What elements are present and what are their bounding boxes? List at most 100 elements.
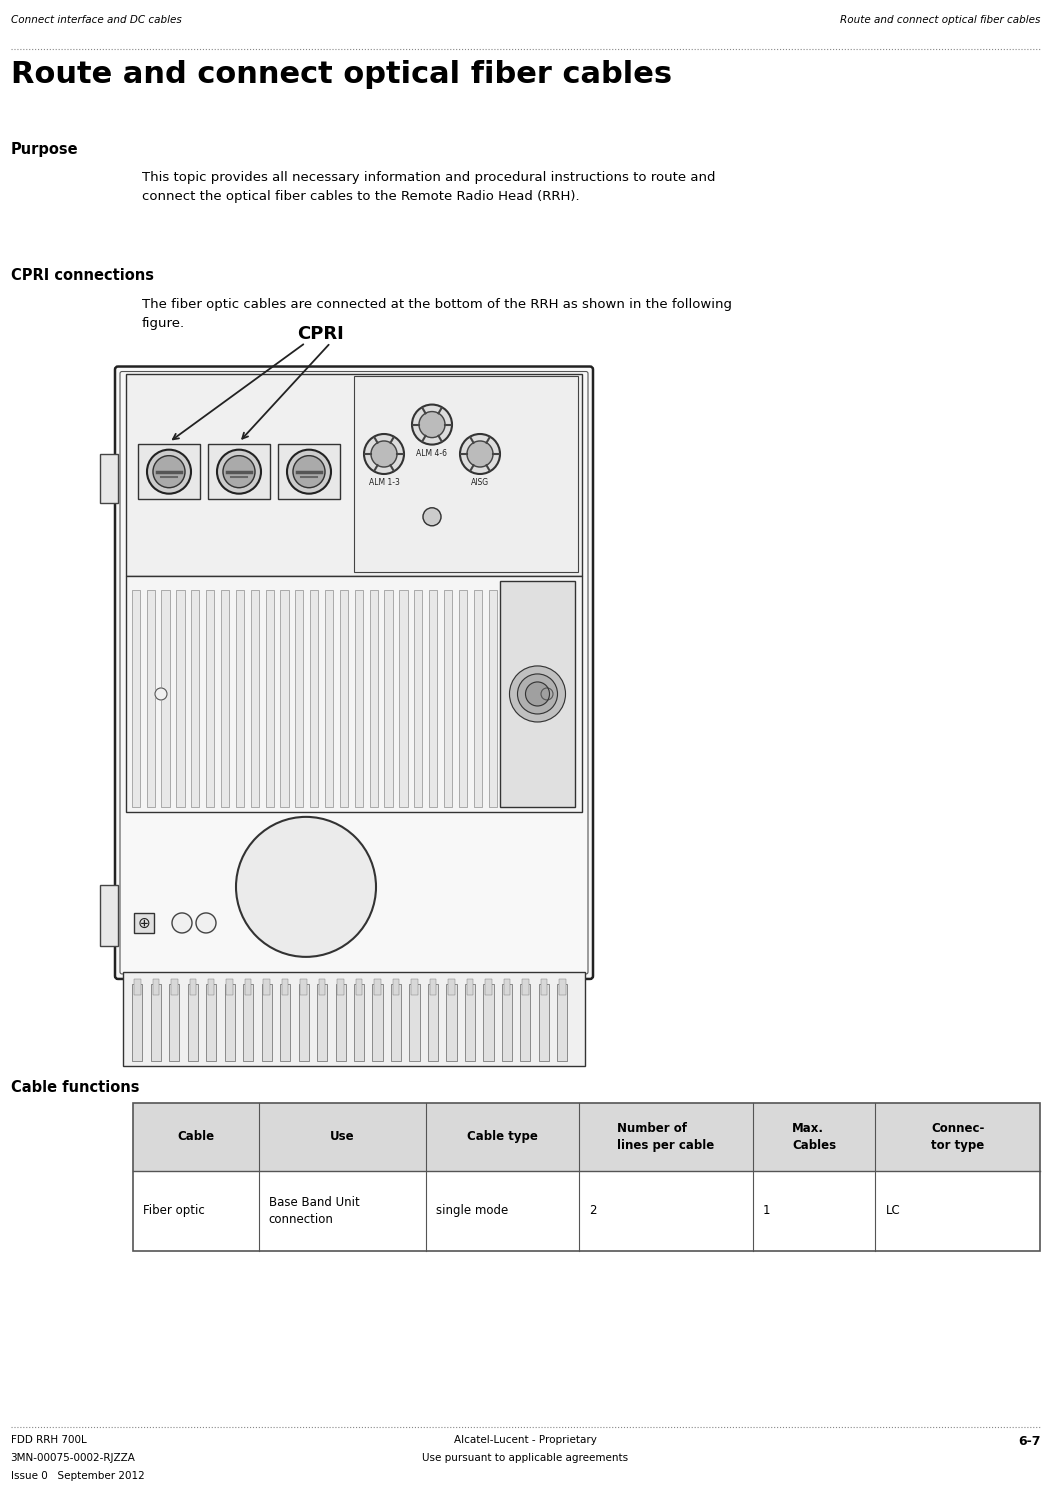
Text: 6-7: 6-7 (1018, 1435, 1040, 1448)
Text: The fiber optic cables are connected at the bottom of the RRH as shown in the fo: The fiber optic cables are connected at … (142, 298, 731, 329)
Bar (374, 979, 380, 995)
Bar (520, 983, 531, 1061)
Bar (467, 979, 473, 995)
Bar (474, 590, 481, 808)
Text: Route and connect optical fiber cables: Route and connect optical fiber cables (840, 15, 1040, 25)
Circle shape (412, 405, 452, 444)
Bar (533, 590, 541, 808)
Circle shape (236, 817, 376, 957)
Text: Issue 0   September 2012: Issue 0 September 2012 (11, 1471, 144, 1481)
Bar (132, 983, 142, 1061)
Text: Route and connect optical fiber cables: Route and connect optical fiber cables (11, 60, 672, 88)
Bar (410, 983, 419, 1061)
Bar (126, 575, 582, 812)
Bar (355, 590, 363, 808)
Text: Cable: Cable (178, 1129, 214, 1143)
Text: AISG: AISG (471, 478, 489, 487)
Bar (448, 979, 455, 995)
Circle shape (153, 456, 185, 487)
Bar (133, 1171, 1040, 1250)
Text: Connect interface and DC cables: Connect interface and DC cables (11, 15, 181, 25)
Bar (429, 590, 437, 808)
Circle shape (293, 456, 325, 487)
Bar (131, 590, 140, 808)
Bar (503, 590, 512, 808)
Bar (235, 590, 244, 808)
Bar (171, 979, 178, 995)
Circle shape (195, 913, 217, 933)
Bar (356, 979, 363, 995)
Circle shape (223, 456, 255, 487)
Bar (100, 454, 118, 504)
Bar (295, 590, 304, 808)
Bar (301, 979, 307, 995)
Bar (266, 590, 273, 808)
Bar (354, 375, 578, 572)
Bar (486, 979, 492, 995)
Bar (447, 983, 456, 1061)
Circle shape (154, 688, 167, 700)
Bar (282, 979, 288, 995)
Text: Cable type: Cable type (468, 1129, 538, 1143)
Circle shape (419, 411, 445, 438)
Bar (430, 979, 436, 995)
Bar (372, 983, 383, 1061)
Bar (518, 590, 527, 808)
Bar (280, 983, 290, 1061)
Bar (206, 983, 217, 1061)
Bar (138, 444, 200, 499)
Text: FDD RRH 700L: FDD RRH 700L (11, 1435, 86, 1445)
Bar (162, 590, 169, 808)
Bar (264, 979, 270, 995)
Bar (135, 979, 141, 995)
Bar (399, 590, 408, 808)
Text: ALM 1-3: ALM 1-3 (369, 478, 399, 487)
Circle shape (517, 673, 557, 714)
Bar (385, 590, 393, 808)
Text: LC: LC (885, 1204, 900, 1217)
Bar (281, 590, 289, 808)
Circle shape (423, 508, 441, 526)
Text: Cable functions: Cable functions (11, 1080, 139, 1095)
Bar (298, 983, 309, 1061)
Bar (225, 983, 234, 1061)
Text: Number of
lines per cable: Number of lines per cable (617, 1122, 715, 1152)
Bar (243, 983, 253, 1061)
Circle shape (287, 450, 331, 493)
Bar (123, 971, 585, 1065)
Bar (459, 590, 467, 808)
Bar (393, 979, 399, 995)
Text: 2: 2 (589, 1204, 596, 1217)
Bar (540, 979, 548, 995)
Text: Use pursuant to applicable agreements: Use pursuant to applicable agreements (423, 1453, 628, 1463)
Text: ⊕: ⊕ (138, 915, 150, 930)
Bar (206, 590, 214, 808)
Bar (414, 590, 423, 808)
Bar (245, 979, 251, 995)
Bar (354, 983, 364, 1061)
Text: CPRI connections: CPRI connections (11, 268, 153, 283)
Bar (501, 983, 512, 1061)
Bar (126, 374, 582, 575)
Bar (133, 1103, 1040, 1171)
Bar (146, 590, 154, 808)
Circle shape (541, 688, 553, 700)
Bar (226, 979, 233, 995)
Circle shape (510, 666, 565, 723)
Bar (317, 983, 327, 1061)
Bar (339, 590, 348, 808)
Bar (208, 979, 214, 995)
Bar (177, 590, 185, 808)
Bar (251, 590, 259, 808)
Text: Base Band Unit
connection: Base Band Unit connection (269, 1195, 359, 1226)
Circle shape (364, 434, 404, 474)
Bar (188, 983, 198, 1061)
Bar (133, 913, 154, 933)
Bar (559, 979, 565, 995)
Bar (548, 590, 556, 808)
Bar (411, 979, 417, 995)
Bar (557, 983, 568, 1061)
Bar (169, 983, 180, 1061)
Bar (522, 979, 529, 995)
FancyBboxPatch shape (115, 367, 593, 979)
